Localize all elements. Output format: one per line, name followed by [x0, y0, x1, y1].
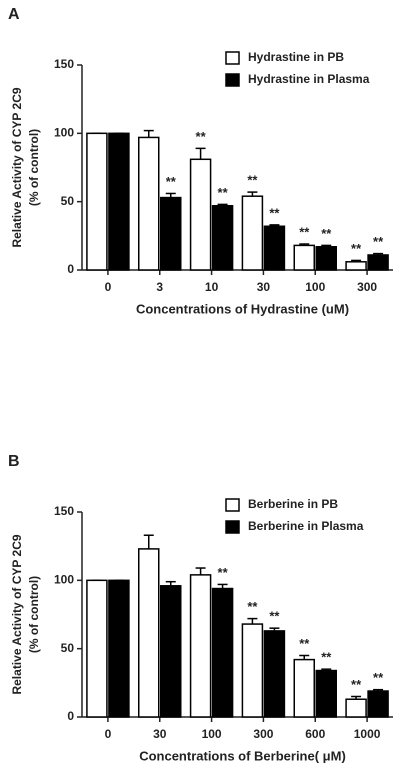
legend-label: Hydrastine in PB: [248, 50, 344, 64]
significance-label: **: [166, 174, 177, 189]
bar: [293, 658, 315, 718]
bar: [160, 196, 182, 271]
x-tick-label: 300: [253, 727, 273, 741]
legend-label: Berberine in Plasma: [248, 519, 364, 533]
y-tick-label: 150: [54, 57, 74, 71]
y-tick-label: 150: [54, 504, 74, 518]
significance-label: **: [321, 226, 332, 241]
significance-label: **: [351, 241, 362, 256]
bar: [367, 690, 389, 718]
x-tick-label: 0: [105, 727, 112, 741]
bar: [315, 669, 337, 718]
y-tick-label: 0: [67, 709, 74, 723]
y-axis-label: (% of control): [27, 576, 41, 653]
significance-label: **: [373, 234, 384, 249]
y-tick-label: 100: [54, 126, 74, 140]
y-tick-label: 50: [61, 194, 75, 208]
x-tick-label: 30: [257, 280, 271, 294]
bar: [315, 246, 337, 271]
significance-label: **: [218, 565, 229, 580]
bar: [138, 548, 160, 718]
x-tick-label: 100: [202, 727, 222, 741]
bar: [108, 132, 130, 271]
bar: [345, 698, 367, 718]
significance-label: **: [196, 129, 207, 144]
x-tick-label: 100: [305, 280, 325, 294]
x-tick-label: 1000: [354, 727, 381, 741]
legend-swatch: [225, 73, 240, 87]
panel-label: B: [8, 453, 20, 470]
y-axis-label: Relative Activity of CYP 2C9: [10, 87, 24, 247]
legend-label: Berberine in PB: [248, 497, 338, 511]
legend-label: Hydrastine in Plasma: [248, 72, 370, 86]
bar: [160, 585, 182, 718]
bar: [189, 158, 212, 271]
x-tick-label: 30: [153, 727, 167, 741]
significance-label: **: [321, 650, 332, 665]
bar: [189, 574, 212, 718]
bar: [293, 244, 315, 271]
significance-label: **: [269, 205, 280, 220]
panel-label: A: [8, 6, 20, 23]
bar: [367, 254, 389, 271]
bar: [108, 579, 130, 718]
bar: [86, 579, 108, 718]
legend-swatch: [225, 51, 240, 65]
bar: [345, 261, 367, 271]
y-tick-label: 50: [61, 641, 75, 655]
significance-label: **: [299, 636, 310, 651]
x-tick-label: 300: [357, 280, 377, 294]
significance-label: **: [373, 670, 384, 685]
y-tick-label: 0: [67, 262, 74, 276]
x-tick-label: 0: [105, 280, 112, 294]
x-axis-label: Concentrations of Berberine( μM): [139, 748, 346, 763]
bar: [241, 623, 264, 718]
bar: [263, 225, 286, 271]
significance-label: **: [269, 609, 280, 624]
x-tick-label: 10: [205, 280, 219, 294]
x-tick-label: 3: [156, 280, 163, 294]
significance-label: **: [247, 173, 258, 188]
bar: [263, 630, 286, 718]
bar: [211, 205, 234, 271]
x-axis-label: Concentrations of Hydrastine (uM): [136, 301, 349, 316]
significance-label: **: [218, 185, 229, 200]
bar: [138, 136, 160, 271]
significance-label: **: [351, 677, 362, 692]
legend-swatch: [225, 520, 240, 534]
x-tick-label: 600: [305, 727, 325, 741]
significance-label: **: [247, 599, 258, 614]
y-tick-label: 100: [54, 573, 74, 587]
significance-label: **: [299, 224, 310, 239]
bar: [211, 587, 234, 718]
bar: [86, 132, 108, 271]
legend-swatch: [225, 498, 240, 512]
y-axis-label: (% of control): [27, 129, 41, 206]
bar: [241, 195, 264, 271]
y-axis-label: Relative Activity of CYP 2C9: [10, 534, 24, 694]
